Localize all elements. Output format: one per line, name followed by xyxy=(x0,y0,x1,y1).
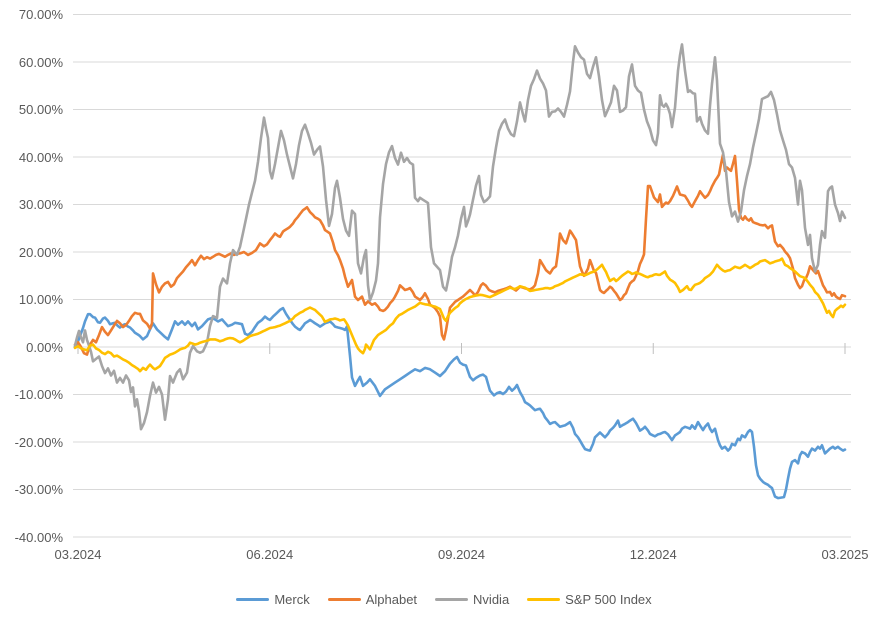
legend-label: Nvidia xyxy=(473,592,510,607)
series-line-alphabet xyxy=(73,153,847,356)
series-line-merck xyxy=(73,306,847,500)
legend-label: Alphabet xyxy=(365,592,418,607)
x-axis-tick-label: 09.2024 xyxy=(438,547,485,562)
y-axis-tick-label: 20.00% xyxy=(18,244,63,260)
x-axis-tick-label: 12.2024 xyxy=(629,547,677,562)
y-axis-tick-label: 40.00% xyxy=(18,149,63,165)
y-axis-tick-label: -40.00% xyxy=(14,529,63,545)
legend-line-swatch-merck xyxy=(236,597,270,602)
legend-label: S&P 500 Index xyxy=(565,592,652,607)
y-axis-tick-label: 10.00% xyxy=(18,292,63,307)
y-axis-tick-label: -10.00% xyxy=(14,387,63,402)
legend-label: Merck xyxy=(274,592,310,607)
legend-line-swatch-nvidia xyxy=(435,597,469,602)
x-axis-tick-label: 03.2024 xyxy=(54,547,102,562)
y-axis-tick-label: 60.00% xyxy=(18,54,63,70)
x-axis-tick-label: 06.2024 xyxy=(246,547,294,562)
legend-line-swatch-s-p-500-index xyxy=(527,597,561,602)
y-axis-tick-label: 50.00% xyxy=(18,102,63,117)
chart-legend: Merck Alphabet Nvidia S&P 500 Index xyxy=(0,592,888,607)
y-axis-tick-label: 30.00% xyxy=(18,197,63,212)
legend-item-s-p-500-index: S&P 500 Index xyxy=(527,592,652,607)
legend-line-swatch-alphabet xyxy=(327,597,361,602)
series-line-nvidia xyxy=(73,43,847,431)
y-axis-tick-label: -20.00% xyxy=(14,434,63,450)
x-axis-tick-label: 03.2025 xyxy=(821,547,869,562)
y-axis-tick-label: -30.00% xyxy=(14,482,63,497)
y-axis-tick-label: 70.00% xyxy=(18,7,63,22)
legend-item-nvidia: Nvidia xyxy=(435,592,509,607)
legend-item-alphabet: Alphabet xyxy=(327,592,418,607)
y-axis-tick-label: 0.00% xyxy=(26,339,63,355)
series-line-s-p-500-index xyxy=(73,257,847,373)
legend-item-merck: Merck xyxy=(236,592,310,607)
